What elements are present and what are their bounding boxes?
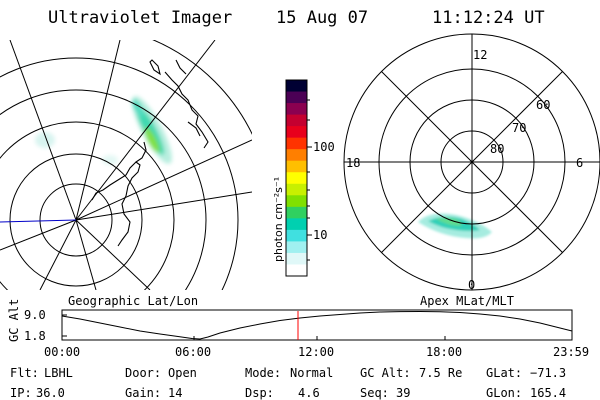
polar-grid: [343, 33, 600, 291]
status-glon-key: GLon:: [486, 386, 523, 400]
time-tick-0000: 00:00: [44, 345, 81, 359]
status-dsp-key: Dsp:: [245, 386, 274, 400]
colorbar-cell: [286, 103, 307, 116]
latitude-grid: [0, 40, 252, 290]
status-ip-key: IP:: [10, 386, 32, 400]
colorbar-tick-100: 100: [313, 140, 335, 154]
status-seq-key: Seq:: [360, 386, 389, 400]
status-mode-value: Normal: [290, 366, 334, 380]
date-label: 15 Aug 07: [276, 8, 369, 28]
time-label: 11:12:24 UT: [432, 8, 545, 28]
colorbar: [285, 79, 312, 277]
colorbar-ticks: [307, 99, 312, 261]
mlt-label-6: 6: [576, 156, 584, 170]
colorbar-cell: [286, 80, 307, 93]
time-tick-1200: 12:00: [298, 345, 335, 359]
colorbar-cell: [286, 229, 307, 243]
colorbar-unit-label: photon cm⁻²s⁻¹: [272, 176, 285, 262]
status-gain-key: Gain:: [125, 386, 162, 400]
mlat-label-80: 80: [490, 142, 505, 156]
polar-aurora: [418, 213, 492, 239]
colorbar-cell: [286, 195, 307, 208]
mlat-label-60: 60: [536, 98, 551, 112]
longitude-grid: [0, 40, 252, 290]
colorbar-cell: [286, 172, 307, 185]
altitude-curve: [61, 310, 573, 340]
colorbar-cell: [286, 264, 307, 277]
coastlines: [91, 59, 209, 247]
time-tick-0600: 06:00: [175, 345, 212, 359]
mlt-label-0: 0: [468, 278, 476, 292]
mlat-label-70: 70: [512, 121, 527, 135]
status-filter-key: Flt:: [10, 366, 39, 380]
colorbar-cell: [286, 137, 307, 150]
status-door-value: Open: [168, 366, 197, 380]
polar-panel-label: Apex MLat/MLT: [420, 294, 514, 308]
geographic-map: [0, 40, 252, 290]
status-dsp-value: 4.6: [298, 386, 320, 400]
colorbar-cell: [286, 206, 307, 219]
status-seq-value: 39: [396, 386, 411, 400]
geographic-panel-label: Geographic Lat/Lon: [68, 294, 199, 308]
status-mode-key: Mode:: [245, 366, 282, 380]
colorbar-cells: [286, 80, 307, 277]
colorbar-cell: [286, 241, 307, 254]
status-door-key: Door:: [125, 366, 162, 380]
mlt-label-18: 18: [346, 156, 361, 170]
time-tick-2359: 23:59: [553, 345, 590, 359]
colorbar-cell: [286, 149, 307, 162]
status-gain-value: 14: [168, 386, 183, 400]
colorbar-cell: [286, 183, 307, 196]
colorbar-tick-10: 10: [313, 228, 328, 242]
status-filter-value: LBHL: [44, 366, 73, 380]
status-gcalt-key: GC Alt:: [360, 366, 411, 380]
status-glon-value: 165.4: [530, 386, 567, 400]
geographic-aurora: [35, 96, 172, 165]
altitude-ylabel: GC Alt: [7, 298, 21, 342]
instrument-title: Ultraviolet Imager: [48, 8, 233, 28]
polar-map: [343, 33, 600, 291]
altitude-plot: [61, 309, 573, 341]
colorbar-cell: [286, 126, 307, 139]
colorbar-cell: [286, 114, 307, 127]
status-ip-value: 36.0: [36, 386, 65, 400]
altitude-ytick-low: 1.8: [24, 329, 46, 343]
status-glat-key: GLat:: [486, 366, 523, 380]
colorbar-cell: [286, 218, 307, 231]
altitude-ytick-high: 9.0: [24, 308, 46, 322]
status-glat-value: −71.3: [530, 366, 567, 380]
mlt-label-12: 12: [473, 48, 488, 62]
colorbar-cell: [286, 160, 307, 173]
colorbar-cell: [286, 91, 307, 104]
colorbar-frame: [285, 79, 308, 277]
time-tick-1800: 18:00: [426, 345, 463, 359]
status-gcalt-value: 7.5 Re: [419, 366, 463, 380]
orbit-track-line: [0, 219, 77, 223]
altitude-plot-frame: [61, 309, 573, 341]
colorbar-cell: [286, 252, 307, 266]
